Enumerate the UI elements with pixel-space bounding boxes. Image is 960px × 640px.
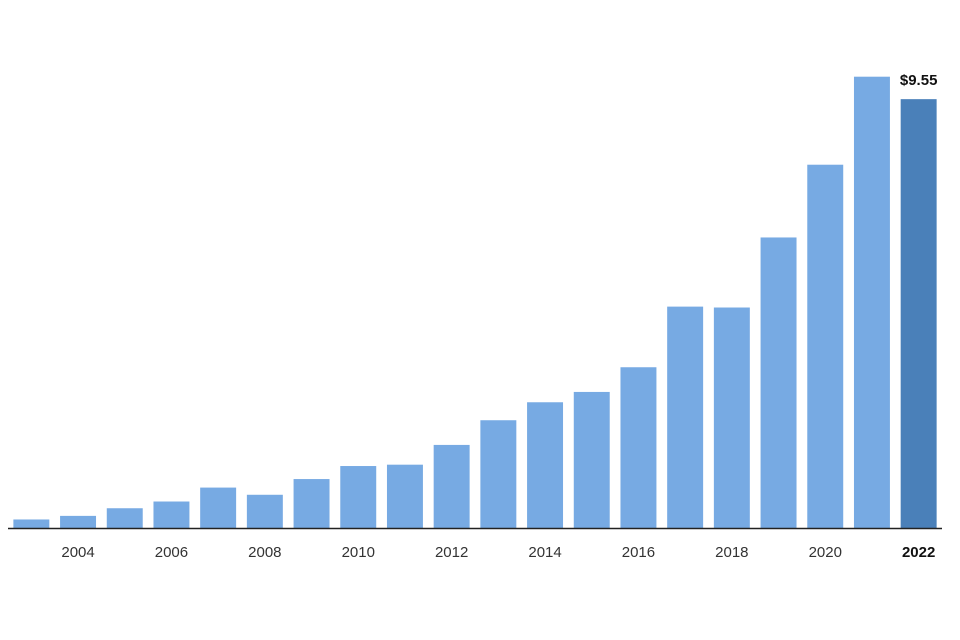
x-tick-label-2018: 2018 [715, 544, 748, 561]
bar-2020 [807, 164, 844, 528]
x-tick-label-2016: 2016 [622, 544, 655, 561]
x-tick-label-2010: 2010 [342, 544, 375, 561]
x-tick-label-2014: 2014 [528, 544, 561, 561]
x-tick-labels: 2004 2006 2008 2010 2012 2014 2016 2018 2020 2022 [61, 544, 935, 561]
x-tick-label-2006: 2006 [155, 544, 188, 561]
bar-2006 [153, 501, 190, 528]
x-tick-label-2008: 2008 [248, 544, 281, 561]
bar-2018 [713, 307, 750, 528]
bar-2012 [433, 444, 470, 528]
bar-2003 [13, 519, 50, 528]
bars-group [13, 76, 937, 529]
bar-2016 [620, 367, 657, 528]
bar-2014 [527, 402, 564, 528]
bar-2022 [900, 99, 937, 529]
bar-2015 [573, 391, 610, 528]
x-tick-label-2004: 2004 [61, 544, 94, 561]
bar-2017 [667, 306, 704, 528]
bar-2019 [760, 237, 797, 528]
bar-2009 [293, 479, 330, 528]
bar-2011 [386, 464, 423, 528]
bar-2007 [200, 487, 237, 528]
bar-2004 [60, 515, 97, 528]
bar-2021 [853, 76, 890, 528]
x-tick-label-2020: 2020 [809, 544, 842, 561]
bar-2010 [340, 466, 377, 528]
bar-2008 [246, 494, 283, 528]
data-labels: $9.55 [900, 72, 938, 89]
x-tick-label-2012: 2012 [435, 544, 468, 561]
bar-2013 [480, 420, 517, 528]
x-tick-label-2022: 2022 [902, 544, 935, 561]
data-label-2022: $9.55 [900, 72, 938, 89]
bar-2005 [106, 508, 143, 528]
